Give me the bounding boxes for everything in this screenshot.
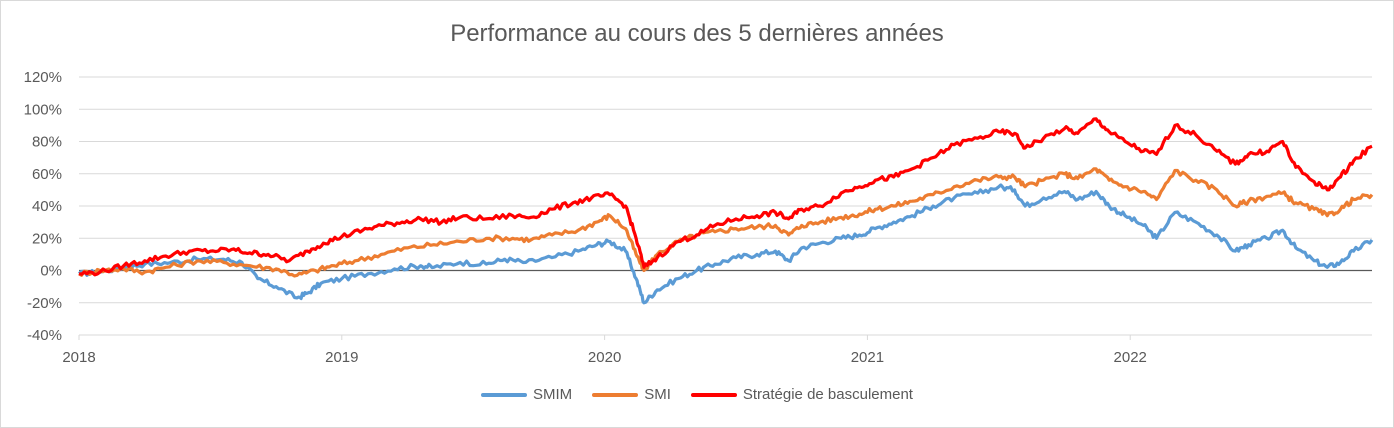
x-tick-label: 2021 bbox=[851, 349, 884, 366]
y-tick-label: -40% bbox=[27, 327, 62, 344]
x-tick-label: 2020 bbox=[588, 349, 621, 366]
series-line-strat-gie-de-basculement bbox=[78, 117, 1373, 277]
legend-item: Stratégie de basculement bbox=[690, 386, 913, 403]
series-line-smi bbox=[78, 167, 1374, 278]
legend-item: SMIM bbox=[481, 386, 572, 403]
y-tick-label: 80% bbox=[32, 134, 62, 151]
y-tick-label: 100% bbox=[24, 101, 62, 118]
chart-title: Performance au cours des 5 dernières ann… bbox=[450, 20, 944, 47]
y-tick-label: 120% bbox=[24, 69, 62, 86]
legend-label: Stratégie de basculement bbox=[742, 386, 913, 403]
series-line-smim bbox=[77, 183, 1374, 305]
legend-item: SMI bbox=[592, 386, 671, 403]
legend: SMIM SMI Stratégie de basculement bbox=[0, 386, 1394, 403]
legend-swatch bbox=[481, 392, 528, 397]
legend-swatch bbox=[592, 392, 639, 397]
x-tick-label: 2022 bbox=[1114, 349, 1147, 366]
y-tick-label: 60% bbox=[32, 166, 62, 183]
legend-swatch bbox=[690, 392, 737, 397]
x-tick-label: 2019 bbox=[325, 349, 358, 366]
y-tick-label: 20% bbox=[32, 230, 62, 247]
legend-label: SMI bbox=[644, 386, 671, 403]
x-tick-label: 2018 bbox=[62, 349, 95, 366]
legend-label: SMIM bbox=[533, 386, 573, 403]
y-tick-label: -20% bbox=[27, 295, 62, 312]
y-tick-label: 0% bbox=[40, 263, 62, 280]
y-tick-label: 40% bbox=[32, 198, 62, 215]
